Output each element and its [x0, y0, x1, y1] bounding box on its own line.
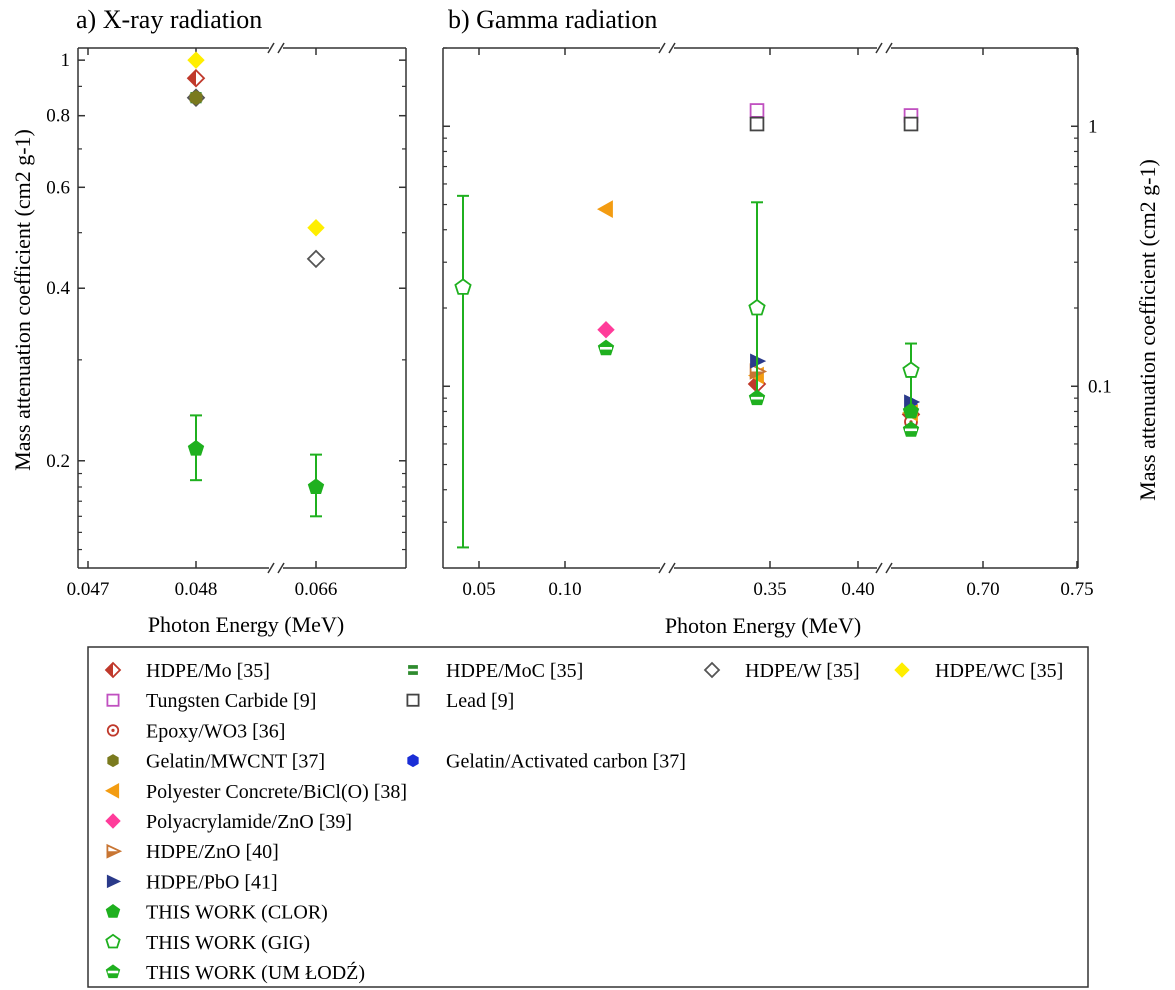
data-point [307, 219, 325, 237]
axis-break-mark [875, 42, 893, 54]
legend-label: THIS WORK (CLOR) [146, 902, 328, 924]
axis-break-mark [658, 42, 676, 54]
data-point [749, 103, 765, 118]
legend-label: HDPE/WC [35] [935, 660, 1063, 682]
x-tick-label: 0.70 [966, 579, 999, 600]
legend-marker [406, 693, 420, 707]
legend-marker [106, 724, 120, 737]
panel-a-ylabel: Mass attenuation coefficient (cm2 g-1) [10, 129, 35, 471]
y-tick-label: 1 [61, 50, 71, 71]
legend-marker [408, 665, 418, 675]
legend-marker [105, 813, 121, 829]
legend-marker [106, 693, 120, 707]
legend-label: HDPE/MoC [35] [446, 660, 583, 682]
legend-box [87, 646, 1089, 988]
data-point [187, 51, 205, 69]
data-point [902, 402, 920, 419]
y-tick-label: 1 [1088, 116, 1098, 137]
legend-marker [894, 662, 910, 678]
panel-b-title: b) Gamma radiation [448, 5, 657, 34]
x-tick-label: 0.048 [175, 579, 218, 600]
y-tick-label: 0.4 [46, 278, 70, 299]
x-tick-label: 0.75 [1060, 579, 1093, 600]
legend-label: Lead [9] [446, 690, 514, 712]
x-tick-label: 0.40 [841, 579, 874, 600]
legend: HDPE/Mo [35] HDPE/MoC [35] HDPE/W [35] HDPE… [87, 646, 1089, 988]
legend-label: Gelatin/Activated carbon [37] [446, 751, 686, 773]
axis-break-mark [267, 42, 285, 54]
legend-label: HDPE/ZnO [40] [146, 841, 279, 863]
panel-a-xray: a) X-ray radiation Photon Energy (MeV) 0… [46, 5, 407, 637]
panel-b-xlabel: Photon Energy (MeV) [665, 613, 861, 638]
x-tick-label: 0.10 [548, 579, 581, 600]
legend-marker [104, 782, 120, 799]
legend-marker [105, 903, 121, 918]
legend-label: Gelatin/MWCNT [37] [146, 751, 325, 773]
data-point [306, 249, 326, 269]
legend-marker [407, 754, 419, 768]
panel-b-ylabel: Mass attenuation coefficient (cm2 g-1) [1135, 159, 1160, 501]
legend-label: THIS WORK (GIG) [146, 932, 310, 954]
data-point [454, 278, 472, 295]
x-tick-label: 0.066 [295, 579, 338, 600]
data-point [748, 389, 766, 406]
y-tick-label: 0.8 [46, 106, 70, 127]
panel-a-title: a) X-ray radiation [76, 5, 262, 34]
legend-label: Tungsten Carbide [9] [146, 690, 316, 712]
data-point [187, 440, 205, 456]
data-point [596, 200, 613, 218]
y-axis-titles: Mass attenuation coefficient (cm2 g-1) Ma… [10, 129, 1160, 501]
data-point [903, 116, 919, 132]
data-point [902, 361, 920, 378]
legend-marker [107, 754, 119, 768]
data-point [597, 339, 615, 356]
panel-a-xlabel: Photon Energy (MeV) [148, 612, 344, 637]
data-point [189, 90, 203, 106]
axis-break-mark [875, 562, 893, 574]
legend-marker [106, 843, 123, 859]
y-tick-label: 0.1 [1088, 376, 1112, 397]
legend-label: HDPE/Mo [35] [146, 660, 270, 682]
legend-marker [703, 661, 721, 679]
y-tick-label: 0.6 [46, 177, 70, 198]
y-tick-label: 0.2 [46, 451, 70, 472]
legend-marker [105, 964, 121, 979]
legend-label: THIS WORK (UM ŁODŹ) [146, 961, 365, 984]
data-point [186, 68, 206, 88]
data-point [902, 421, 920, 437]
axis-break-mark [267, 562, 285, 574]
x-tick-label: 0.047 [67, 579, 110, 600]
legend-marker [106, 874, 122, 889]
legend-label: Polyester Concrete/BiCl(O) [38] [146, 781, 407, 803]
data-point [748, 298, 766, 316]
legend-marker [105, 933, 121, 949]
legend-label: HDPE/PbO [41] [146, 871, 278, 893]
legend-marker [104, 661, 122, 679]
data-point [749, 116, 765, 132]
data-point [597, 321, 615, 339]
legend-label: HDPE/W [35] [745, 660, 860, 682]
legend-label: Epoxy/WO3 [36] [146, 720, 285, 742]
data-point [307, 478, 325, 494]
legend-label: Polyacrylamide/ZnO [39] [146, 811, 352, 833]
x-tick-label: 0.05 [462, 579, 495, 600]
panel-b-gamma: b) Gamma radiation Photon Energy (MeV) 0… [442, 5, 1112, 638]
x-tick-label: 0.35 [753, 579, 786, 600]
axis-break-mark [658, 562, 676, 574]
